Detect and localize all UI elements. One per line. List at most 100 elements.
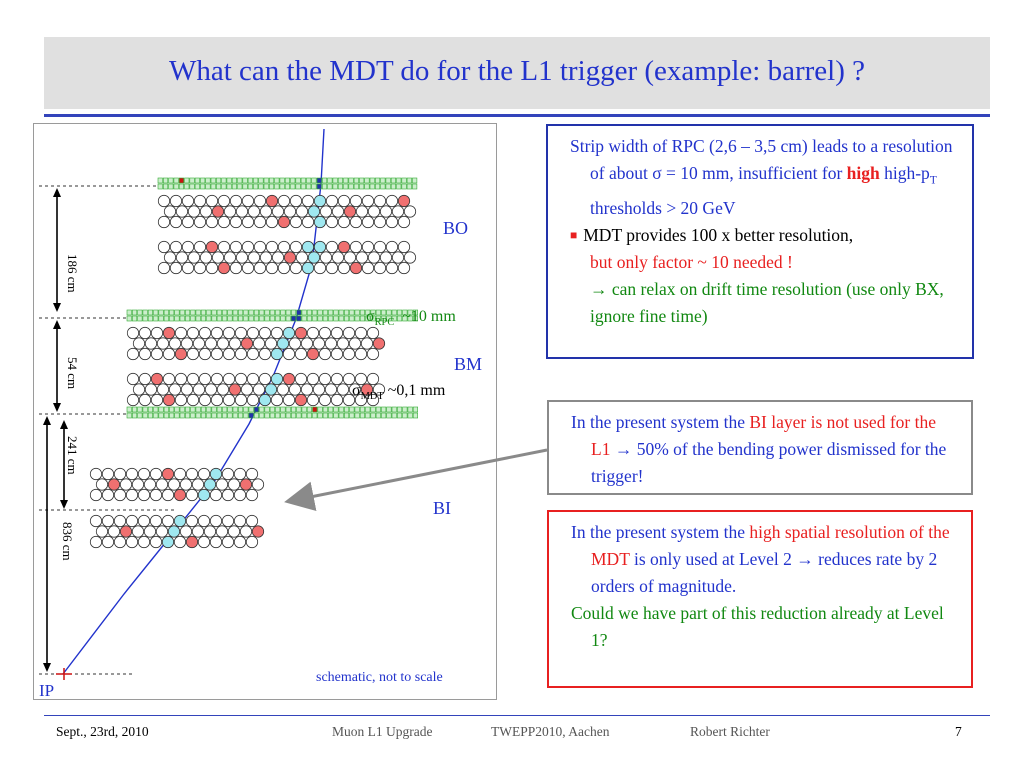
bo-rpc-strip [168, 183, 174, 190]
bo-mdt-outer-tube [205, 261, 219, 275]
bi-mdt-outer-tube [221, 535, 235, 549]
bi-mdt-outer-tube [245, 535, 259, 549]
bo-mdt-inner-tube [313, 215, 327, 229]
bo-mdt-outer-tube [265, 240, 279, 254]
bm-rpc-upper-strip [253, 315, 259, 322]
bo-rpc-strip [200, 183, 206, 190]
bi-mdt-inner-tube [179, 478, 193, 491]
bm-mdt-inner-tube [204, 337, 218, 350]
bi-mdt-outer-tube [173, 514, 187, 528]
bm-mdt-outer-tube [186, 372, 200, 386]
bo-mdt-outer-tube [241, 240, 255, 254]
bm-rpc-lower-strip [163, 412, 169, 419]
bi-mdt-inner-tube [95, 478, 109, 491]
bo-mdt-outer-tube [193, 261, 207, 275]
bm-rpc-upper-strip [381, 315, 387, 322]
bm-rpc-upper-strip [396, 315, 403, 322]
bm-rpc-lower-strip [147, 412, 153, 419]
bm-rpc-upper-strip [206, 309, 212, 316]
bm-mdt-inner-tube [234, 326, 248, 340]
bo-mdt-inner-tube [259, 205, 273, 218]
bm-mdt-inner-tube [366, 326, 380, 340]
bm-rpc-upper-strip [227, 309, 233, 316]
bo-mdt-outer-tube [175, 251, 189, 264]
bo-mdt-inner-tube [241, 194, 255, 208]
bm-mdt-inner-tube [294, 326, 308, 340]
bm-mdt-inner-tube [192, 337, 206, 350]
bm-rpc-upper-strip [126, 309, 132, 316]
bo-rpc-strip [321, 183, 328, 190]
bo-mdt-inner-tube [349, 215, 363, 229]
bm-rpc-lower-strip [280, 406, 286, 413]
bm-rpc-lower-strip [312, 412, 318, 419]
bm-mdt-inner-tube [294, 347, 308, 361]
bo-rpc-strip [237, 183, 243, 190]
bm-rpc-lower-strip [227, 406, 233, 413]
bm-mdt-outer-tube [258, 372, 272, 386]
bm-rpc-lower-strip [412, 412, 419, 419]
bo-mdt-outer-tube [169, 240, 183, 254]
bo-mdt-inner-tube [211, 205, 225, 218]
bi-mdt-outer-tube [239, 525, 253, 538]
bm-mdt-outer-tube [234, 372, 248, 386]
bm-mdt-outer-tube [270, 393, 284, 407]
bm-mdt-outer-tube [198, 393, 212, 407]
bm-mdt-outer-tube [264, 383, 278, 396]
bm-rpc-upper-strip [328, 309, 334, 316]
bm-rpc-upper-strip [259, 309, 265, 316]
bm-rpc-lower-strip [343, 406, 350, 413]
bi-mdt-inner-tube [203, 478, 217, 491]
bi-mdt-inner-tube [185, 467, 199, 481]
bm-rpc-upper-strip [349, 309, 355, 316]
bo-rpc-strip [210, 183, 216, 190]
bi-mdt-inner-tube [143, 478, 157, 491]
bm-rpc-upper-strip [147, 315, 153, 322]
dimension-arrow-241-head [60, 420, 68, 429]
bi-mdt-inner-tube [125, 488, 139, 502]
bm-rpc-lower-strip [259, 412, 265, 419]
bi-mdt-outer-tube [113, 514, 127, 528]
bo-rpc-strip [364, 177, 370, 184]
bi-mdt-outer-tube [233, 535, 247, 549]
bi-mdt-inner-tube [233, 467, 247, 481]
bm-mdt-inner-tube [126, 347, 140, 361]
bm-rpc-lower-strip [169, 412, 175, 419]
bm-rpc-lower-strip [285, 406, 291, 413]
bm-mdt-outer-tube [366, 372, 380, 386]
bo-mdt-outer-tube [379, 251, 393, 264]
bm-mdt-inner-tube [174, 347, 188, 361]
bm-mdt-inner-tube [282, 326, 296, 340]
bi-mdt-inner-tube [149, 488, 163, 502]
bo-rpc-strip [184, 177, 190, 184]
bm-mdt-outer-tube [330, 372, 344, 386]
bm-rpc-lower-strip [306, 412, 313, 419]
bm-rpc-lower-strip [216, 406, 222, 413]
bo-mdt-inner-tube [367, 205, 381, 218]
bm-rpc-upper-strip [381, 309, 387, 316]
title-bar [44, 37, 990, 109]
bm-mdt-inner-tube [366, 347, 380, 361]
bm-rpc-upper-strip [333, 315, 339, 322]
bo-rpc-strip [221, 183, 227, 190]
bi-mdt-inner-tube [251, 478, 265, 491]
bm-rpc-lower-strip [259, 406, 265, 413]
right-arrow-icon: → [610, 439, 637, 459]
bm-rpc-lower-strip [179, 406, 185, 413]
bm-rpc-upper-strip [407, 315, 413, 322]
bm-mdt-inner-tube [258, 326, 272, 340]
bm-rpc-lower-strip [370, 412, 376, 419]
bi-mdt-outer-tube [251, 525, 265, 538]
bm-mdt-inner-tube [162, 347, 176, 361]
bo-mdt-outer-tube [319, 251, 333, 264]
bm-rpc-upper-strip [343, 315, 350, 322]
bi-mdt-inner-tube [89, 467, 103, 481]
bm-mdt-outer-tube [366, 393, 380, 407]
bm-rpc-lower-strip [238, 412, 244, 419]
bm-rpc-upper-strip [216, 309, 222, 316]
bm-rpc-lower-strip [269, 406, 275, 413]
bm-rpc-upper-strip [407, 309, 413, 316]
bo-mdt-outer-tube [247, 251, 261, 264]
bo-rpc-strip [173, 177, 179, 184]
bo-rpc-strip [316, 183, 322, 190]
bi-mdt-outer-tube [209, 514, 223, 528]
